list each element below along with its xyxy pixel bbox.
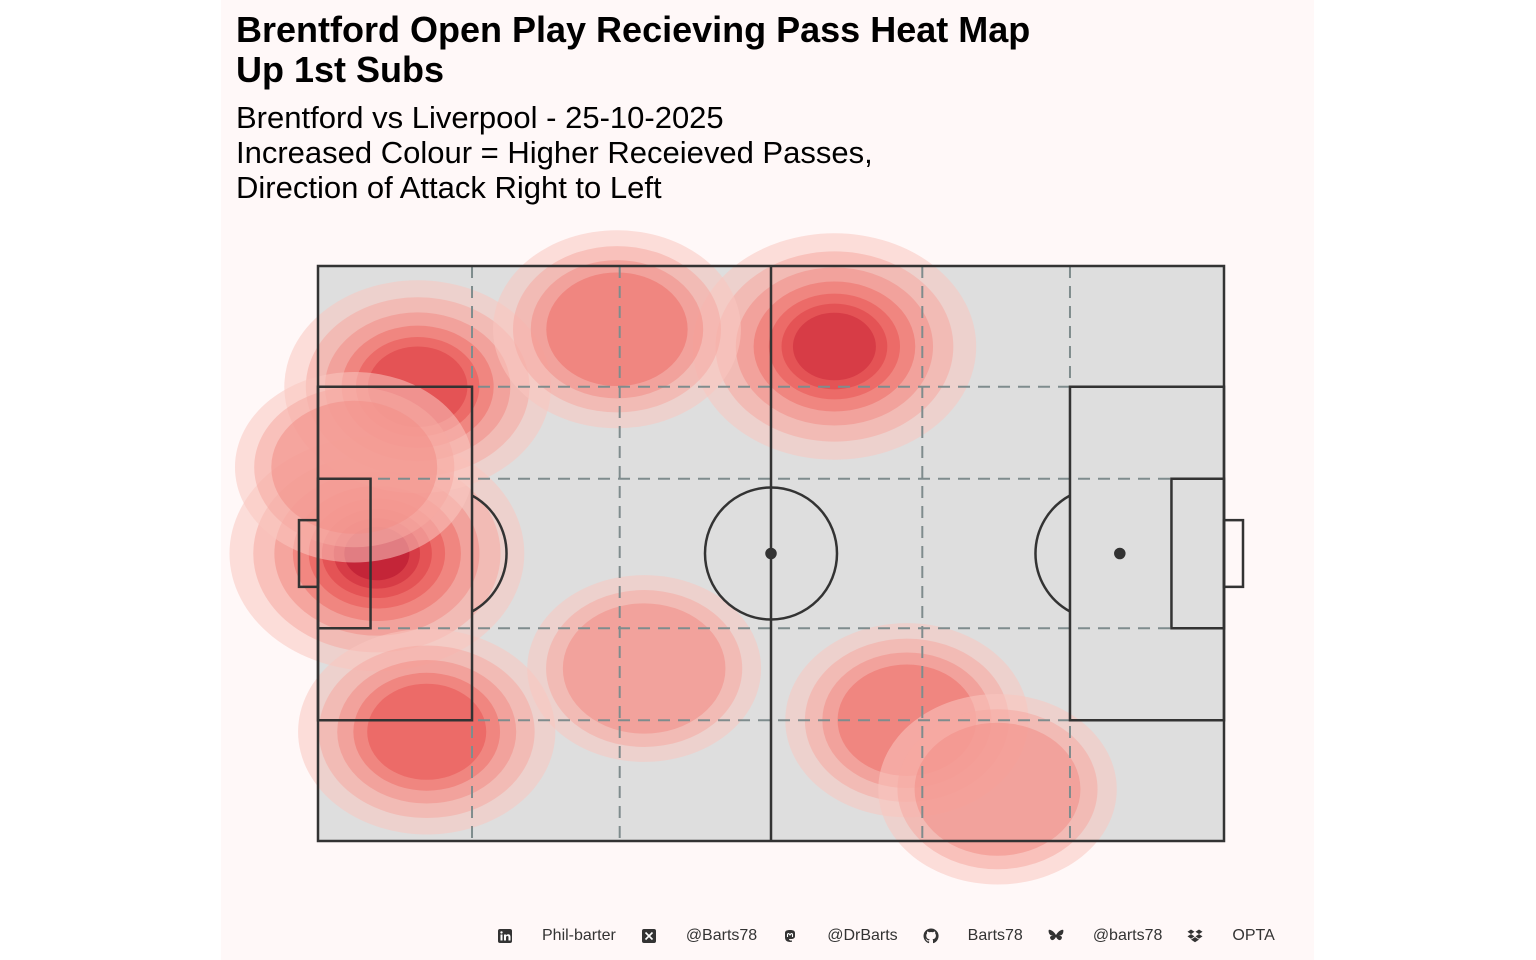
density-contour-5-2: [562, 603, 726, 734]
centre-circle: [703, 486, 839, 621]
penalty-arc-left: [471, 494, 508, 613]
footer-bluesky-text: @barts78: [1092, 927, 1163, 944]
footer-item-x[interactable]: @Barts78: [641, 927, 782, 945]
footer-credits: Phil-barter @Barts78 @DrBarts Barts78 @b…: [497, 924, 1300, 948]
footer-item-mastodon[interactable]: @DrBarts: [782, 927, 922, 945]
density-contour-7-2: [914, 722, 1081, 856]
footer-source-text: OPTA: [1232, 927, 1275, 944]
footer-github-text: Barts78: [967, 927, 1023, 944]
centre-spot: [765, 547, 777, 560]
footer-item-dropbox[interactable]: OPTA: [1187, 927, 1299, 945]
density-contour-3-3: [546, 272, 688, 387]
footer-item-bluesky[interactable]: @barts78: [1048, 927, 1188, 945]
subtitle-line-3: Direction of Attack Right to Left: [236, 170, 662, 205]
bluesky-butterfly-icon: [1048, 928, 1064, 944]
goal-right: [1222, 518, 1245, 589]
footer-item-github[interactable]: Barts78: [923, 927, 1048, 945]
density-contour-8-2: [271, 400, 438, 534]
dropbox-icon: [1187, 928, 1203, 944]
title-line-1: Brentford Open Play Recieving Pass Heat …: [236, 9, 1031, 50]
footer-mastodon-text: @DrBarts: [827, 927, 898, 944]
x-twitter-icon: [641, 928, 657, 944]
subtitle-line-1: Brentford vs Liverpool - 25-10-2025: [236, 100, 724, 135]
title-line-2: Up 1st Subs: [236, 49, 445, 90]
footer-item-linkedin[interactable]: Phil-barter: [497, 927, 641, 945]
footer-x-text: @Barts78: [685, 927, 758, 944]
github-icon: [923, 928, 939, 944]
pitch-markings: [297, 264, 1245, 843]
penalty-spot-right: [1114, 547, 1126, 560]
linkedin-icon: [497, 928, 513, 944]
goal-left: [297, 518, 320, 589]
footer-linkedin-text: Phil-barter: [542, 927, 616, 944]
subtitle-line-2: Increased Colour = Higher Receieved Pass…: [236, 135, 873, 170]
chart-title: Brentford Open Play Recieving Pass Heat …: [236, 10, 1030, 90]
mastodon-icon: [782, 928, 798, 944]
density-contour-2-6: [792, 312, 876, 381]
density-contour-4-4: [367, 683, 487, 780]
penalty-arc-right: [1034, 494, 1071, 613]
chart-subtitle: Brentford vs Liverpool - 25-10-2025 Incr…: [236, 100, 873, 205]
